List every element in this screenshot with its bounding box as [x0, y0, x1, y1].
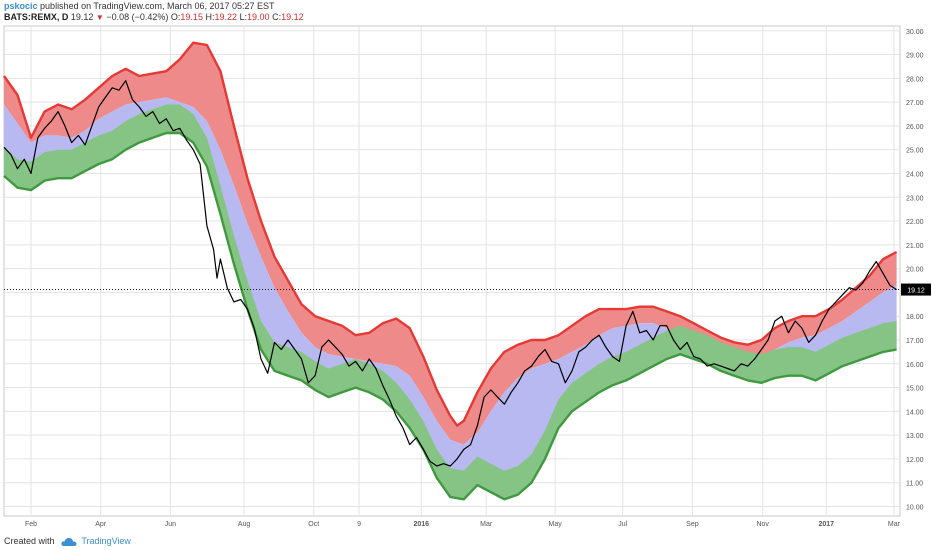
y-tick-label: 17.00 — [906, 338, 924, 345]
open-value: 19.15 — [180, 12, 203, 22]
y-tick-label: 11.00 — [906, 481, 923, 488]
x-tick-label: Feb — [25, 521, 37, 528]
lower-band-fill — [4, 104, 897, 500]
y-tick-label: 15.00 — [906, 386, 924, 393]
x-tick-label: Nov — [756, 521, 769, 528]
last-price-badge — [901, 283, 931, 296]
x-tick-label: Jun — [165, 521, 176, 528]
x-tick-label: Apr — [95, 521, 107, 528]
y-tick-label: 27.00 — [906, 100, 924, 107]
y-tick-label: 24.00 — [906, 171, 924, 178]
y-tick-label: 13.00 — [906, 433, 924, 440]
open-label: O: — [170, 12, 181, 22]
low-value: 19.00 — [247, 12, 270, 22]
price-change: −0.08 (−0.42%) — [106, 12, 169, 22]
symbol-name: BATS:REMX, D — [4, 12, 69, 22]
x-tick-label: Mar — [888, 521, 901, 528]
y-tick-label: 28.00 — [906, 76, 924, 83]
created-with-text: Created with — [4, 536, 55, 546]
x-tick-label: 2016 — [413, 521, 429, 528]
y-tick-label: 10.00 — [906, 504, 924, 511]
symbol-legend: BATS:REMX, D 19.12 ▼ −0.08 (−0.42%) O:19… — [4, 12, 304, 23]
tradingview-brand[interactable]: TradingView — [81, 536, 131, 546]
y-tick-label: 22.00 — [906, 219, 924, 226]
x-tick-label: 9 — [357, 521, 361, 528]
y-tick-label: 25.00 — [906, 148, 924, 155]
y-tick-label: 12.00 — [906, 457, 924, 464]
footer-credit: Created with TradingView — [4, 535, 131, 547]
y-tick-label: 18.00 — [906, 314, 924, 321]
y-tick-label: 21.00 — [906, 243, 924, 250]
x-tick-label: Sep — [686, 521, 699, 528]
low-label: L: — [239, 12, 248, 22]
x-tick-label: Aug — [238, 521, 251, 528]
high-label: H: — [205, 12, 215, 22]
close-label: C: — [272, 12, 282, 22]
y-tick-label: 23.00 — [906, 195, 924, 202]
x-tick-label: Oct — [308, 521, 319, 528]
high-value: 19.22 — [214, 12, 237, 22]
x-tick-label: May — [549, 521, 563, 528]
author-link[interactable]: pskocic — [4, 1, 38, 11]
y-tick-label: 20.00 — [906, 267, 924, 274]
tradingview-cloud-icon — [61, 537, 77, 546]
y-tick-label: 30.00 — [906, 29, 924, 36]
y-tick-label: 29.00 — [906, 53, 924, 60]
publish-info: pskocic published on TradingView.com, Ma… — [4, 1, 275, 12]
upper-band-line — [3, 41, 898, 427]
y-tick-label: 14.00 — [906, 409, 924, 416]
x-tick-label: Jul — [618, 521, 627, 528]
upper-band-fill — [4, 42, 897, 445]
x-tick-label: 2017 — [819, 521, 835, 528]
y-tick-label: 26.00 — [906, 124, 924, 131]
down-arrow-icon: ▼ — [95, 13, 104, 22]
last-price: 19.12 — [70, 12, 94, 22]
last-price-label: 19.12 — [907, 288, 925, 295]
middle-band-fill — [4, 97, 897, 500]
published-text: published on TradingView.com, March 06, … — [40, 1, 275, 11]
x-tick-label: Mar — [480, 521, 493, 528]
close-value: 19.12 — [281, 12, 304, 22]
lower-band-line — [3, 131, 897, 501]
price-line — [3, 80, 897, 467]
y-tick-label: 16.00 — [906, 362, 924, 369]
